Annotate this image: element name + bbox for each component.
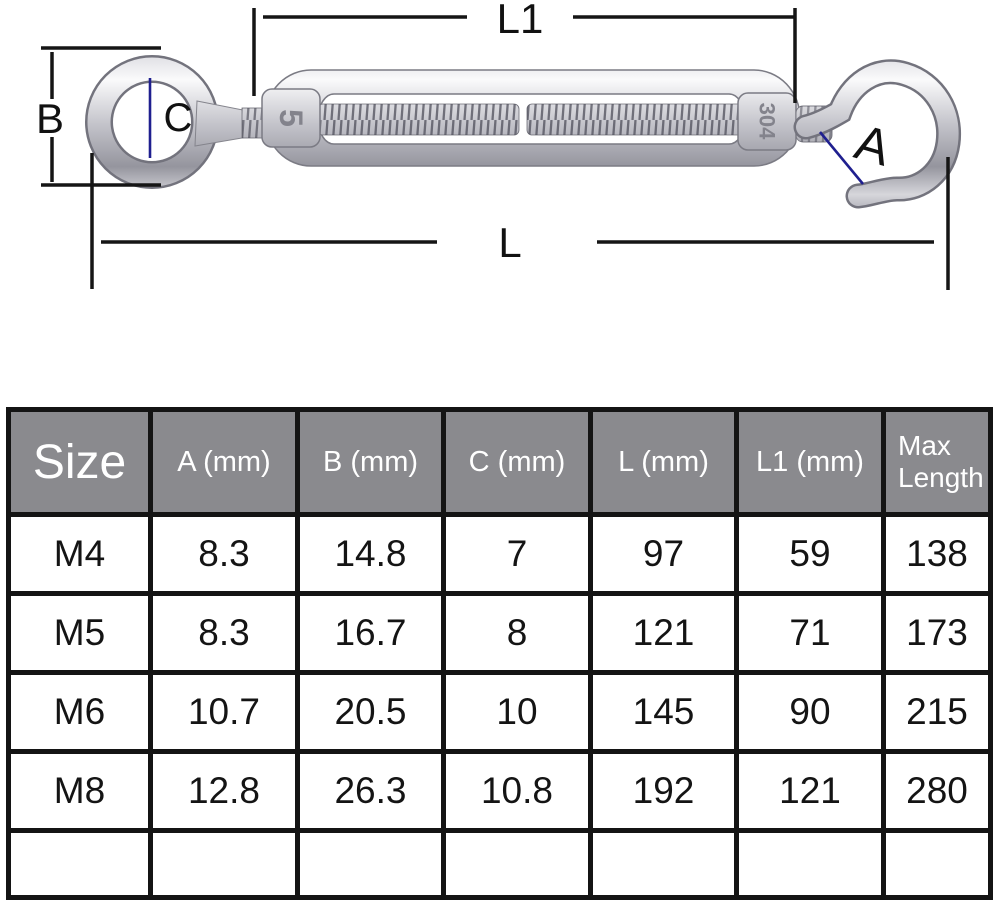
dim-C-label: C bbox=[164, 96, 193, 140]
table-row-m8: M8 12.8 26.3 10.8 192 121 280 bbox=[6, 749, 993, 833]
cell-l bbox=[588, 828, 739, 900]
dim-B-label: B bbox=[36, 95, 64, 142]
cell-b bbox=[295, 828, 446, 900]
header-a: A (mm) bbox=[148, 407, 300, 517]
cell-l1: 59 bbox=[734, 512, 886, 596]
table-row-m5: M5 8.3 16.7 8 121 71 173 bbox=[6, 591, 993, 675]
header-max-length: Max Length bbox=[881, 407, 993, 517]
header-size: Size bbox=[6, 407, 153, 517]
cell-max: 173 bbox=[881, 591, 993, 675]
cell-b: 16.7 bbox=[295, 591, 446, 675]
header-row: Size A (mm) B (mm) C (mm) L (mm) L1 (mm)… bbox=[6, 407, 993, 517]
cell-max: 215 bbox=[881, 670, 993, 754]
table-row-empty bbox=[6, 828, 993, 900]
cell-max: 138 bbox=[881, 512, 993, 596]
cell-l: 97 bbox=[588, 512, 739, 596]
turnbuckle-figure: 5 304 L1 B C L A bbox=[0, 0, 999, 405]
table-row-m6: M6 10.7 20.5 10 145 90 215 bbox=[6, 670, 993, 754]
dim-A-label: A bbox=[849, 114, 897, 177]
cell-l1 bbox=[734, 828, 886, 900]
cell-size bbox=[6, 828, 153, 900]
cell-size: M8 bbox=[6, 749, 153, 833]
table-row-m4: M4 8.3 14.8 7 97 59 138 bbox=[6, 512, 993, 596]
header-c: C (mm) bbox=[441, 407, 593, 517]
dim-A-line bbox=[818, 131, 865, 185]
dimension-labels: L1 B C L A bbox=[36, 0, 897, 266]
hook-metal bbox=[796, 61, 959, 206]
right-boss-stamp: 304 bbox=[754, 103, 779, 140]
turnbuckle-hardware: 5 304 bbox=[85, 55, 962, 209]
header-l1: L1 (mm) bbox=[734, 407, 886, 517]
eye-neck bbox=[194, 100, 249, 147]
header-l: L (mm) bbox=[588, 407, 739, 517]
dim-L-label: L bbox=[498, 219, 521, 266]
cell-size: M4 bbox=[6, 512, 153, 596]
cell-size: M5 bbox=[6, 591, 153, 675]
cell-c: 10 bbox=[441, 670, 593, 754]
header-b: B (mm) bbox=[295, 407, 446, 517]
cell-max: 280 bbox=[881, 749, 993, 833]
rod-left-threads bbox=[318, 104, 519, 135]
cell-c: 7 bbox=[441, 512, 593, 596]
left-boss bbox=[261, 88, 321, 148]
cell-a: 8.3 bbox=[148, 512, 300, 596]
cell-a bbox=[148, 828, 300, 900]
cell-l1: 90 bbox=[734, 670, 886, 754]
cell-size: M6 bbox=[6, 670, 153, 754]
cell-b: 26.3 bbox=[295, 749, 446, 833]
cell-c: 10.8 bbox=[441, 749, 593, 833]
dimension-annotations bbox=[41, 8, 950, 290]
cell-b: 20.5 bbox=[295, 670, 446, 754]
rod-right-threads bbox=[527, 104, 743, 135]
turnbuckle-diagram: 5 304 L1 B C L A bbox=[36, 0, 962, 290]
left-boss-stamp: 5 bbox=[273, 109, 309, 127]
blue-annotations bbox=[148, 78, 865, 185]
cell-c bbox=[441, 828, 593, 900]
cell-l1: 71 bbox=[734, 591, 886, 675]
cell-a: 10.7 bbox=[148, 670, 300, 754]
spec-table: Size A (mm) B (mm) C (mm) L (mm) L1 (mm)… bbox=[6, 407, 993, 900]
cell-l: 121 bbox=[588, 591, 739, 675]
cell-max bbox=[881, 828, 993, 900]
cell-a: 12.8 bbox=[148, 749, 300, 833]
cell-b: 14.8 bbox=[295, 512, 446, 596]
cell-a: 8.3 bbox=[148, 591, 300, 675]
cell-l: 145 bbox=[588, 670, 739, 754]
cell-c: 8 bbox=[441, 591, 593, 675]
cell-l: 192 bbox=[588, 749, 739, 833]
dim-L1-label: L1 bbox=[497, 0, 544, 42]
cell-l1: 121 bbox=[734, 749, 886, 833]
